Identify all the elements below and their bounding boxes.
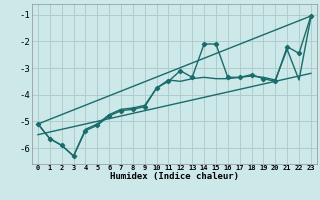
- X-axis label: Humidex (Indice chaleur): Humidex (Indice chaleur): [110, 172, 239, 181]
